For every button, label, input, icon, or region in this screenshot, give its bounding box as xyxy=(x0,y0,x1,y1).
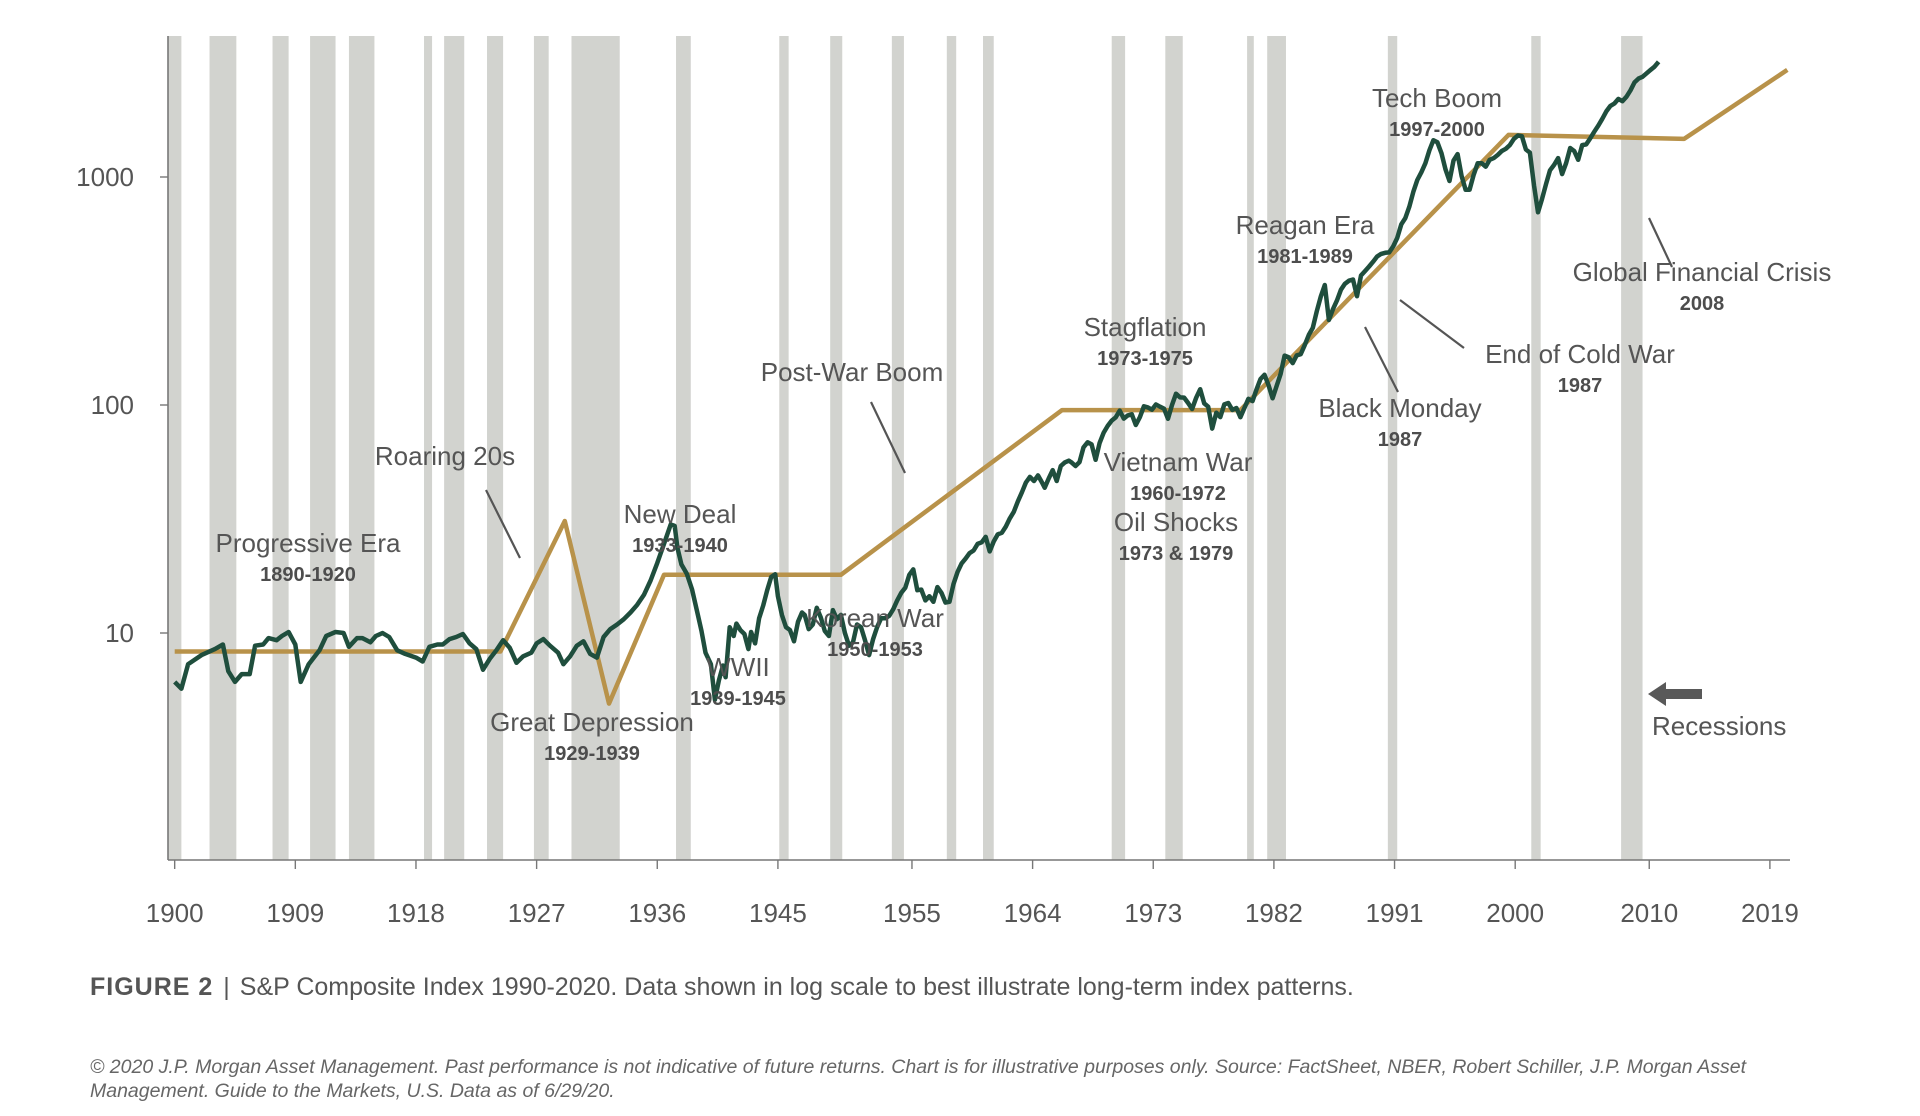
annotations: Progressive Era 1890-1920 Roaring 20s Great… xyxy=(216,83,1832,765)
annotation-subtitle: 1929-1939 xyxy=(544,743,640,765)
axes: 10 100 1000 1900 1909 1918 1927 1936 1945 1955 196… xyxy=(76,36,1799,928)
annotation-leader xyxy=(870,401,906,474)
recession-band xyxy=(424,36,433,860)
recession-band xyxy=(946,36,957,860)
annotation-title: Tech Boom xyxy=(1372,83,1502,113)
recession-band xyxy=(891,36,904,860)
recession-band xyxy=(444,36,465,860)
annotation-title: Reagan Era xyxy=(1236,210,1375,240)
annotation-subtitle: 1939-1945 xyxy=(690,688,786,710)
x-tick-label: 2019 xyxy=(1741,898,1799,928)
annotation-title: Black Monday xyxy=(1318,393,1481,423)
annotation-title: Oil Shocks xyxy=(1114,507,1238,537)
x-tick-label: 2000 xyxy=(1486,898,1544,928)
annotation-subtitle: 1960-1972 xyxy=(1130,483,1226,505)
annotation-subtitle: 1933-1940 xyxy=(632,535,728,557)
recession-band xyxy=(1387,36,1398,860)
figure-label: FIGURE 2 xyxy=(90,973,214,1001)
recession-band xyxy=(1531,36,1541,860)
index-series xyxy=(173,60,1661,702)
sp-composite-chart: 10 100 1000 1900 1909 1918 1927 1936 1945 1955 196… xyxy=(76,36,1832,928)
recession-band xyxy=(1111,36,1126,860)
annotation-title: End of Cold War xyxy=(1485,339,1675,369)
recession-band xyxy=(1247,36,1254,860)
annotation-subtitle: 1973 & 1979 xyxy=(1119,543,1234,565)
recession-band xyxy=(983,36,994,860)
source-footnote: © 2020 J.P. Morgan Asset Management. Pas… xyxy=(90,1056,1747,1102)
x-tick-label: 1955 xyxy=(883,898,941,928)
annotation-title: Great Depression xyxy=(490,707,694,737)
annotation-title: Progressive Era xyxy=(216,528,401,558)
annotation-title: Korean War xyxy=(806,603,944,633)
annotation-subtitle: 1981-1989 xyxy=(1257,246,1353,268)
x-tick-label: 1973 xyxy=(1124,898,1182,928)
annotation-subtitle: 1950-1953 xyxy=(827,639,923,661)
recession-band xyxy=(310,36,336,860)
x-tick-label: 1982 xyxy=(1245,898,1303,928)
recession-band xyxy=(676,36,691,860)
caption-separator: | xyxy=(223,973,230,1001)
annotation-title: Vietnam War xyxy=(1104,447,1253,477)
legend-label: Recessions xyxy=(1652,711,1786,741)
recession-band xyxy=(209,36,237,860)
x-tick-label: 1964 xyxy=(1004,898,1062,928)
annotation-subtitle: 1997-2000 xyxy=(1389,119,1485,141)
annotation-title: WWII xyxy=(706,652,770,682)
annotation-title: New Deal xyxy=(624,499,737,529)
y-tick-label: 100 xyxy=(91,390,134,420)
legend: Recessions xyxy=(1648,682,1786,741)
recession-band xyxy=(779,36,789,860)
y-tick-label: 10 xyxy=(105,618,134,648)
recession-band xyxy=(348,36,375,860)
annotation-leader xyxy=(1399,299,1465,349)
annotation-subtitle: 2008 xyxy=(1680,293,1725,315)
annotation-leader xyxy=(1364,326,1399,393)
annotation-title: Roaring 20s xyxy=(375,441,515,471)
annotation-subtitle: 1987 xyxy=(1558,375,1603,397)
annotation-leader xyxy=(485,489,521,559)
recession-band xyxy=(272,36,289,860)
recession-band xyxy=(167,36,182,860)
x-tick-label: 1909 xyxy=(266,898,324,928)
x-tick-label: 1936 xyxy=(628,898,686,928)
recession-band xyxy=(571,36,620,860)
trend-lines xyxy=(174,68,1789,706)
figure-caption: FIGURE 2 | S&P Composite Index 1990-2020. … xyxy=(90,973,1354,1002)
x-tick-label: 2010 xyxy=(1620,898,1678,928)
x-tick-label: 1991 xyxy=(1366,898,1424,928)
annotation-leader xyxy=(1648,217,1673,268)
annotation-title: Global Financial Crisis xyxy=(1573,257,1832,287)
recession-band xyxy=(1621,36,1643,860)
recession-band xyxy=(533,36,549,860)
index-line xyxy=(173,60,1661,702)
recession-band xyxy=(830,36,843,860)
x-tick-label: 1918 xyxy=(387,898,445,928)
caption-text: S&P Composite Index 1990-2020. Data show… xyxy=(239,973,1354,1001)
annotation-subtitle: 1890-1920 xyxy=(260,564,356,586)
x-tick-label: 1945 xyxy=(749,898,807,928)
annotation-subtitle: 1987 xyxy=(1378,429,1423,451)
annotation-subtitle: 1973-1975 xyxy=(1097,348,1193,370)
x-tick-label: 1900 xyxy=(146,898,204,928)
x-tick-label: 1927 xyxy=(508,898,566,928)
trend-line xyxy=(174,68,1789,706)
y-tick-label: 1000 xyxy=(76,162,134,192)
recession-bands xyxy=(167,36,1643,860)
left-arrow-icon xyxy=(1648,682,1702,706)
recession-band xyxy=(1165,36,1183,860)
annotation-title: Post-War Boom xyxy=(761,357,944,387)
annotation-title: Stagflation xyxy=(1084,312,1207,342)
recession-band xyxy=(1267,36,1286,860)
